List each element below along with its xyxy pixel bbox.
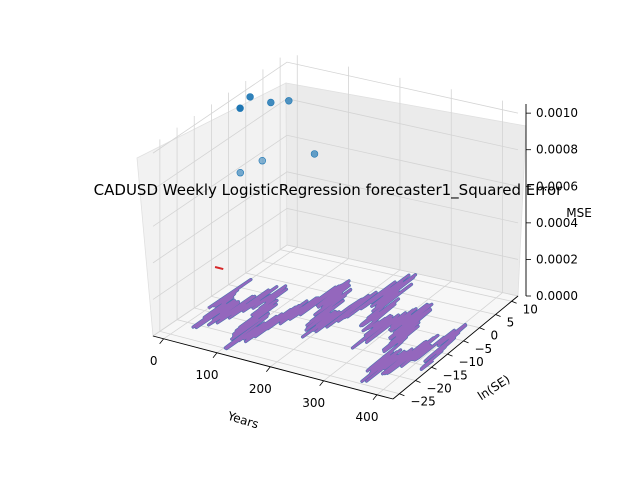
x-tick-label: 200 [249, 382, 272, 396]
y-tick-label: 5 [507, 315, 515, 329]
y-tick-label: 0 [491, 329, 499, 343]
axes-panes [136, 82, 527, 400]
x-tick-labels: 0 100 200 300 400 [150, 338, 379, 424]
x-axis-line [152, 335, 394, 400]
red-marker [214, 266, 224, 271]
x-tick-mark [319, 380, 324, 387]
z-tick-label: 0.0002 [536, 252, 578, 266]
y-tick-label: −15 [442, 368, 467, 382]
y-tick-label: −20 [426, 382, 451, 396]
z-grid-line [152, 208, 519, 300]
z-grid-line [152, 134, 519, 227]
x-tick-label: 100 [196, 368, 219, 382]
z-tick-label: 0.0008 [536, 143, 578, 157]
mse-point [236, 104, 244, 112]
z-tick-label: 0.0000 [536, 289, 578, 303]
chart-title: CADUSD Weekly LogisticRegression forecas… [94, 181, 563, 200]
mse-point [246, 93, 254, 101]
mse-point [285, 97, 293, 105]
z-tick-label: 0.0006 [536, 179, 578, 193]
y-tick-label: −10 [458, 355, 483, 369]
mse-point [310, 150, 319, 158]
z-grid-line [152, 171, 519, 264]
y-tick-label: 10 [523, 302, 538, 316]
mse-point [236, 169, 245, 177]
y-tick-mark [495, 314, 501, 317]
x-tick-label: 400 [356, 410, 379, 424]
x-tick-label: 0 [150, 354, 158, 368]
axis-lines [152, 104, 527, 400]
mse-point [258, 157, 266, 165]
se-series [191, 273, 468, 383]
y-tick-mark [399, 393, 405, 397]
se-series-line [192, 273, 467, 383]
x-tick-mark [372, 394, 378, 401]
x-tick-label: 300 [302, 396, 325, 410]
z-tick-label: 0.0010 [536, 106, 578, 120]
y-tick-label: −5 [475, 342, 493, 356]
z-tick-labels: 0.0000 0.0002 0.0004 0.0006 0.0008 0.0010 [526, 106, 578, 303]
y-tick-labels: −25−20−15−10−505 10 [399, 300, 538, 409]
y-axis-line [392, 295, 519, 400]
y-tick-mark [463, 340, 469, 344]
y-tick-label: −25 [410, 395, 435, 409]
grid-lines [152, 55, 519, 396]
y-tick-mark [431, 366, 437, 370]
x-tick-mark [212, 352, 218, 359]
y-tick-mark [447, 353, 453, 357]
z-grid-line [152, 61, 519, 154]
red-marker-segment [214, 266, 224, 271]
z-grid-line [152, 244, 519, 337]
x-tick-mark [266, 366, 271, 373]
z-axis-label: MSE [566, 206, 592, 220]
y-tick-mark [415, 380, 421, 383]
mse-point [267, 98, 275, 107]
mse-points [236, 93, 319, 177]
x-axis-label: Years [225, 409, 260, 432]
x-tick-mark [159, 338, 164, 345]
z-tick-label: 0.0004 [536, 216, 578, 230]
y-axis-label: ln(SE) [475, 372, 512, 403]
y-tick-mark [511, 300, 517, 304]
y-tick-mark [479, 327, 485, 331]
